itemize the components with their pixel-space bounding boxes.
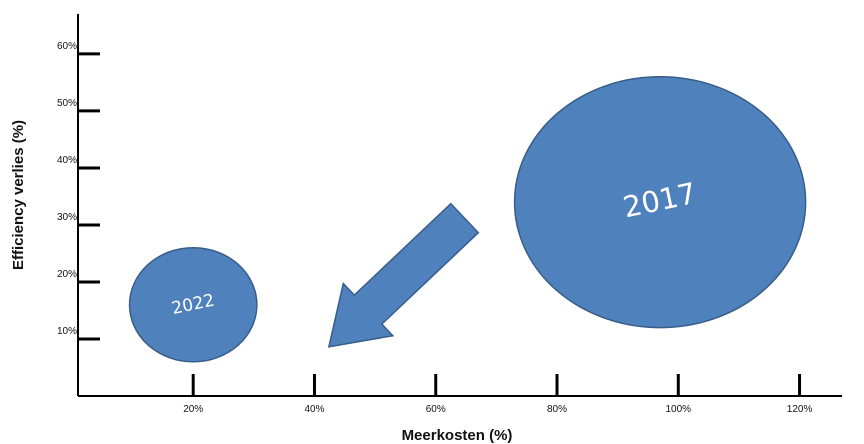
- y-tick-label: 20%: [57, 269, 77, 280]
- y-tick-label: 40%: [57, 155, 77, 166]
- y-tick-label: 10%: [57, 326, 77, 337]
- y-tick-label: 60%: [57, 41, 77, 52]
- y-tick-label: 30%: [57, 212, 77, 223]
- bubble-2022: [128, 247, 258, 363]
- x-tick-label: 20%: [183, 404, 203, 415]
- x-tick-label: 80%: [547, 404, 567, 415]
- x-tick-label: 40%: [304, 404, 324, 415]
- arrow-annotation: [327, 202, 480, 348]
- x-tick-label: 100%: [665, 404, 691, 415]
- axes: [77, 14, 842, 397]
- bubble-2017: [513, 75, 807, 329]
- x-tick-label: 120%: [787, 404, 813, 415]
- y-axis-title: Efficiency verlies (%): [10, 120, 27, 270]
- x-tick-label: 60%: [426, 404, 446, 415]
- y-tick-label: 50%: [57, 98, 77, 109]
- ticks: 20% 40% 60% 80% 100% 120% 10% 20% 30% 40% 50% 60%: [57, 41, 812, 415]
- x-axis-title: Meerkosten (%): [402, 427, 513, 444]
